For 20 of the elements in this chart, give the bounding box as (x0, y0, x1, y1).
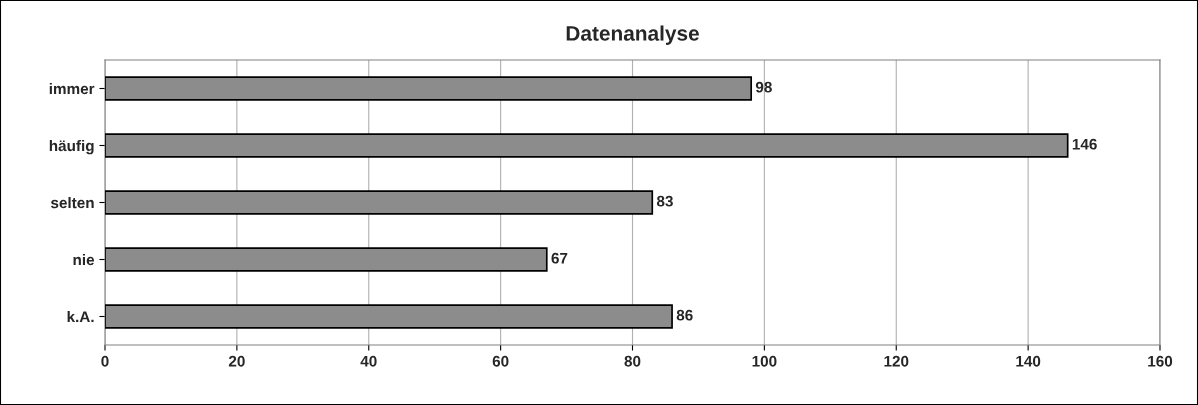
x-tick-label: 80 (624, 355, 641, 367)
data-label: 86 (676, 309, 693, 321)
x-tick-label: 60 (492, 355, 509, 367)
data-label: 67 (551, 252, 568, 264)
x-tick-label: 120 (884, 355, 909, 367)
y-tick-label: k.A. (67, 310, 94, 323)
chart-title: Datenanalyse (566, 25, 699, 45)
data-label: 146 (1072, 138, 1097, 150)
x-tick-label: 0 (101, 355, 109, 367)
data-label: 83 (656, 195, 673, 207)
y-tick-label: nie (73, 253, 95, 266)
x-tick-label: 40 (360, 355, 377, 367)
data-label: 98 (755, 81, 772, 93)
x-tick-label: 100 (752, 355, 777, 367)
x-tick-label: 140 (1016, 355, 1041, 367)
y-tick-label: selten (50, 196, 94, 209)
y-tick-label: immer (49, 82, 95, 95)
x-tick-label: 20 (228, 355, 245, 367)
x-tick-label: 160 (1148, 355, 1173, 367)
y-tick-label: häufig (49, 139, 94, 155)
